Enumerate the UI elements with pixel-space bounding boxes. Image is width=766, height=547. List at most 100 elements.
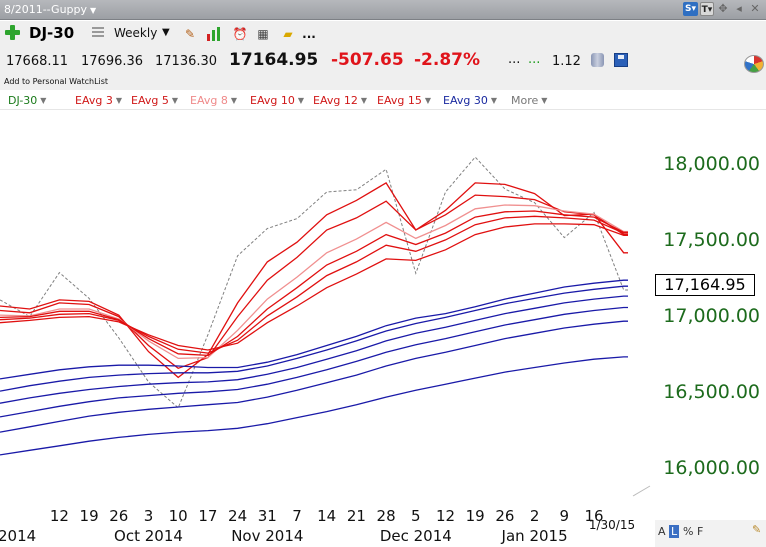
x-tick-label: 3	[144, 507, 154, 525]
price-chart[interactable]: 16,000.00 16,500.00 17,000.00 17,500.00 18,0…	[0, 110, 766, 547]
watchlist-row: Add to Personal WatchList	[0, 74, 766, 90]
quote-beta: 1.12	[552, 54, 581, 69]
series-line-10	[0, 306, 628, 418]
x-tick-label: 9	[560, 507, 570, 525]
legend-label: EAvg 5	[131, 94, 169, 107]
database-icon[interactable]	[591, 53, 604, 67]
legend-item-dj30[interactable]: DJ-30 ▼	[8, 94, 46, 107]
legend-item-eavg12[interactable]: EAvg 12 ▼	[313, 94, 367, 107]
chart-toolbar: DJ-30 Weekly ▼ ✎ ⏰ ▦ ▰ ...	[0, 21, 766, 48]
x-month-label: Oct 2014	[114, 527, 183, 545]
y-axis: 16,000.00 16,500.00 17,000.00 17,500.00 18,0…	[663, 153, 760, 479]
caret-icon: ▼	[490, 96, 497, 105]
y-tick-label: 16,000.00	[663, 457, 760, 479]
legend-item-eavg15[interactable]: EAvg 15 ▼	[377, 94, 431, 107]
series-line-8	[0, 285, 628, 392]
series-line-0	[0, 156, 628, 409]
x-month-label: 2014	[0, 527, 36, 545]
window-title-text: 8/2011--Guppy	[4, 3, 88, 16]
quote-change-pct: -2.87%	[414, 50, 481, 70]
x-tick-label: 16	[584, 507, 603, 525]
legend-item-more[interactable]: More ▼	[511, 94, 547, 107]
bar-chart-icon[interactable]	[205, 26, 223, 42]
quote-bar: 17668.11 17696.36 17136.30 17164.95 -507…	[0, 48, 766, 74]
quote-open: 17668.11	[6, 54, 69, 69]
scale-arithmetic-button[interactable]: A	[658, 525, 666, 538]
symbol-label[interactable]: DJ-30	[29, 24, 75, 42]
caret-icon: ▼	[171, 96, 178, 105]
legend-label: EAvg 12	[313, 94, 358, 107]
legend-item-eavg5[interactable]: EAvg 5 ▼	[131, 94, 178, 107]
x-tick-label: 7	[292, 507, 302, 525]
series-line-4	[0, 210, 628, 357]
x-month-label: Jan 2015	[501, 527, 568, 545]
palette-icon[interactable]	[744, 55, 764, 73]
x-tick-label: 10	[169, 507, 188, 525]
legend-label: EAvg 10	[250, 94, 295, 107]
window-controls: S▾ T▾ ✥ ◂ ✕	[683, 2, 762, 16]
y-tick-label: 18,000.00	[663, 153, 760, 175]
legend-item-eavg3[interactable]: EAvg 3 ▼	[75, 94, 122, 107]
period-dropdown-icon[interactable]: ▼	[162, 27, 170, 38]
x-tick-label: 19	[466, 507, 485, 525]
series-line-11	[0, 320, 628, 433]
list-icon[interactable]	[92, 27, 104, 39]
more-tools-button[interactable]: ...	[302, 27, 316, 41]
caret-icon: ▼	[541, 96, 548, 105]
period-select[interactable]: Weekly	[114, 26, 158, 40]
add-to-watchlist-link[interactable]: Add to Personal WatchList	[4, 77, 109, 86]
caret-icon: ▼	[360, 96, 367, 105]
resize-handle[interactable]	[632, 485, 651, 497]
x-tick-label: 28	[377, 507, 396, 525]
caret-icon: ▼	[230, 96, 237, 105]
series-line-2	[0, 194, 628, 370]
series-line-1	[0, 182, 628, 379]
x-tick-label: 26	[495, 507, 514, 525]
window-title[interactable]: 8/2011--Guppy ▼	[4, 3, 96, 16]
series-line-9	[0, 295, 628, 404]
add-symbol-icon[interactable]	[4, 24, 20, 40]
drawing-tools-icon[interactable]: ✎	[184, 27, 196, 41]
y-tick-label: 17,000.00	[663, 305, 760, 327]
legend-label: EAvg 3	[75, 94, 113, 107]
legend-item-eavg30[interactable]: EAvg 30 ▼	[443, 94, 497, 107]
y-tick-label: 16,500.00	[663, 381, 760, 403]
save-icon[interactable]	[614, 53, 628, 67]
series-line-5	[0, 215, 628, 354]
y-tick-label: 17,500.00	[663, 229, 760, 251]
legend-label: EAvg 15	[377, 94, 422, 107]
x-tick-label: 26	[109, 507, 128, 525]
scale-log-button[interactable]: L	[669, 525, 680, 538]
calculator-icon[interactable]: ▦	[257, 27, 269, 41]
quote-green-dots: ...	[528, 52, 541, 67]
series-line-6	[0, 223, 628, 351]
legend-label: DJ-30	[8, 94, 38, 107]
x-tick-label: 12	[50, 507, 69, 525]
legend-item-eavg8[interactable]: EAvg 8 ▼	[190, 94, 237, 107]
series-layer	[0, 156, 628, 456]
caret-icon: ▼	[40, 96, 47, 105]
scale-fixed-button[interactable]: F	[697, 525, 704, 538]
title-dropdown-icon[interactable]: ▼	[90, 6, 97, 15]
x-tick-label: 19	[80, 507, 99, 525]
legend-item-eavg10[interactable]: EAvg 10 ▼	[250, 94, 304, 107]
note-icon[interactable]: ▰	[283, 27, 293, 41]
legend-label: EAvg 30	[443, 94, 488, 107]
edit-icon[interactable]: ✎	[752, 523, 762, 536]
x-month-label: Dec 2014	[380, 527, 452, 545]
scale-percent-button[interactable]: %	[683, 525, 694, 538]
move-icon[interactable]: ✥	[718, 2, 728, 15]
pin-icon[interactable]: ◂	[736, 2, 742, 15]
x-end-label: 1/30/15	[589, 518, 635, 532]
quote-high: 17696.36	[81, 54, 144, 69]
quote-low: 17136.30	[155, 54, 218, 69]
scale-bar: A L % F ✎	[655, 520, 766, 547]
alarm-clock-icon[interactable]: ⏰	[232, 27, 248, 41]
close-icon[interactable]: ✕	[750, 2, 760, 15]
series-line-3	[0, 204, 628, 360]
indicator-legend: DJ-30 ▼ EAvg 3 ▼ EAvg 5 ▼ EAvg 8 ▼ EAvg 10 ▼ …	[0, 90, 766, 110]
x-tick-label: 31	[258, 507, 277, 525]
share-icon[interactable]: S▾	[683, 2, 698, 16]
last-price-label: 17,164.95	[655, 274, 755, 296]
type-icon[interactable]: T▾	[700, 2, 714, 16]
